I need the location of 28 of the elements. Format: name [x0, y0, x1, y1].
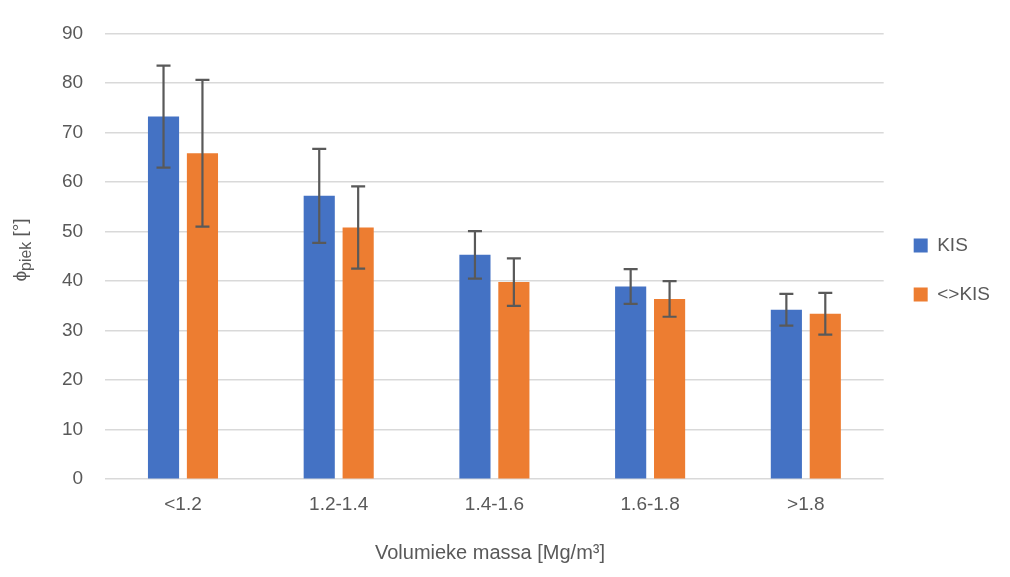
bar: [615, 286, 647, 479]
bar: [498, 282, 530, 479]
x-tick-label: 1.6-1.8: [620, 492, 680, 514]
x-tick-label: 1.2-1.4: [309, 492, 369, 514]
x-tick-label: <1.2: [164, 492, 202, 514]
legend-label: KIS: [937, 233, 968, 255]
bar: [809, 313, 841, 479]
y-tick-label: 0: [72, 467, 84, 489]
x-tick-label: >1.8: [787, 492, 825, 514]
y-tick-label: 30: [61, 318, 84, 340]
y-tick-label: 60: [61, 170, 84, 192]
bar: [186, 153, 219, 479]
x-tick-label: 1.4-1.6: [464, 492, 524, 514]
y-tick-label: 20: [61, 368, 84, 390]
y-tick-label: 10: [61, 417, 84, 439]
y-tick-label: 90: [61, 21, 84, 43]
y-tick-label: 80: [61, 71, 84, 93]
y-tick-label: 40: [61, 269, 84, 291]
legend-label: <>KIS: [937, 282, 991, 304]
bar: [147, 116, 180, 479]
bar: [459, 254, 491, 479]
y-tick-label: 50: [61, 219, 84, 241]
y-tick-label: 70: [61, 120, 84, 142]
bar: [770, 309, 802, 479]
bar: [342, 227, 374, 479]
bar: [303, 195, 335, 479]
x-axis-title: Volumieke massa [Mg/m³]: [374, 540, 606, 564]
bar: [654, 298, 686, 479]
